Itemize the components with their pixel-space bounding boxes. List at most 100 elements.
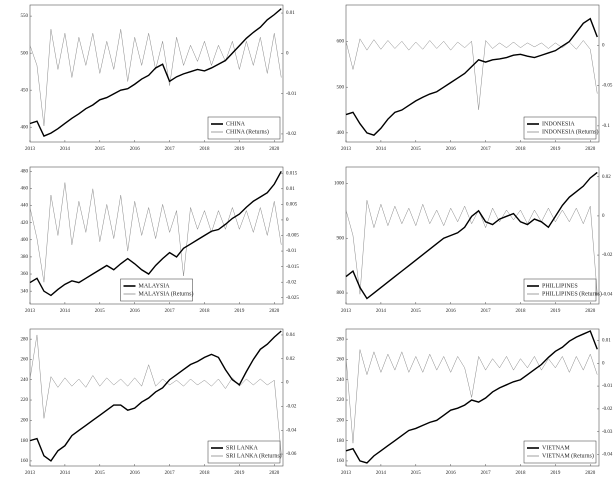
legend-label: MALAYSIA — [139, 283, 171, 289]
y2-tick-label: 0.02 — [286, 357, 295, 362]
legend-label: VIETNAM (Returns) — [542, 452, 594, 459]
x-tick-label: 2013 — [25, 471, 36, 476]
x-tick-label: 2019 — [550, 309, 561, 314]
y2-tick-label: -0.04 — [286, 428, 297, 433]
x-tick-label: 2018 — [199, 471, 210, 476]
x-tick-label: 2020 — [269, 309, 280, 314]
y2-tick-label: -0.02 — [602, 253, 613, 258]
x-tick-label: 2020 — [269, 147, 280, 152]
y-tick-label: 220 — [337, 398, 345, 403]
y2-tick-label: 0.005 — [286, 203, 298, 208]
returns-line — [29, 182, 282, 283]
x-tick-label: 2017 — [481, 309, 492, 314]
y-tick-label: 180 — [337, 439, 345, 444]
legend-box — [120, 278, 193, 302]
x-tick-label: 2014 — [376, 147, 387, 152]
y-tick-label: 460 — [21, 187, 29, 192]
x-tick-label: 2016 — [130, 309, 141, 314]
returns-line — [345, 38, 598, 110]
price-line — [29, 170, 282, 297]
y2-tick-label: -0.025 — [286, 296, 299, 301]
legend-label: INDONESIA — [542, 121, 575, 127]
y-tick-label: 280 — [337, 337, 345, 342]
x-tick-label: 2013 — [25, 147, 36, 152]
y2-tick-label: -0.02 — [286, 132, 297, 137]
y2-tick-label: -0.01 — [602, 384, 613, 389]
y2-tick-label: -0.04 — [602, 453, 613, 458]
y2-tick-label: -0.005 — [286, 234, 299, 239]
x-tick-label: 2013 — [341, 471, 352, 476]
y-tick-label: 360 — [21, 272, 29, 277]
x-tick-label: 2016 — [130, 147, 141, 152]
y2-tick-label: 0.01 — [286, 11, 295, 16]
y2-tick-label: -0.02 — [286, 405, 297, 410]
y-tick-label: 280 — [21, 337, 29, 342]
y2-tick-label: -0.06 — [286, 452, 297, 457]
price-line — [29, 8, 282, 137]
y2-tick-label: 0 — [286, 218, 289, 223]
x-tick-label: 2017 — [165, 471, 176, 476]
y2-tick-label: -0.05 — [602, 84, 613, 89]
legend-label: SRI LANKA — [226, 445, 259, 451]
price-line — [345, 17, 598, 136]
y-tick-label: 440 — [21, 204, 29, 209]
y-tick-label: 400 — [21, 125, 29, 130]
x-tick-label: 2014 — [60, 309, 71, 314]
returns-line — [345, 200, 598, 295]
legend-box — [523, 116, 597, 140]
y-tick-label: 180 — [21, 439, 29, 444]
legend-box — [523, 278, 597, 302]
legend-box — [207, 116, 281, 140]
x-tick-label: 2020 — [269, 471, 280, 476]
y-tick-label: 200 — [21, 418, 29, 423]
legend-box — [207, 440, 281, 464]
x-tick-label: 2020 — [585, 147, 596, 152]
x-tick-label: 2018 — [199, 147, 210, 152]
legend-label: INDONESIA (Returns) — [542, 128, 599, 135]
y-tick-label: 600 — [337, 40, 345, 45]
y2-tick-label: -0.1 — [602, 124, 610, 129]
returns-line — [29, 29, 282, 126]
y2-tick-label: 0.01 — [286, 187, 295, 192]
x-tick-label: 2019 — [550, 471, 561, 476]
x-tick-label: 2015 — [95, 471, 106, 476]
y-tick-label: 500 — [21, 51, 29, 56]
x-tick-label: 2017 — [481, 471, 492, 476]
x-tick-label: 2015 — [411, 309, 422, 314]
x-tick-label: 2018 — [515, 147, 526, 152]
y-tick-label: 480 — [21, 169, 29, 174]
y2-tick-label: 0.015 — [286, 171, 298, 176]
x-tick-label: 2018 — [199, 309, 210, 314]
y2-tick-label: -0.03 — [602, 430, 613, 435]
x-tick-label: 2018 — [515, 471, 526, 476]
y2-tick-label: -0.015 — [286, 265, 299, 270]
x-tick-label: 2017 — [481, 147, 492, 152]
y2-tick-label: -0.01 — [286, 92, 297, 97]
legend-label: PHILLIPINES — [542, 283, 578, 289]
legend-box — [523, 440, 597, 464]
legend-label: MALAYSIA (Returns) — [139, 290, 194, 297]
y2-tick-label: 0 — [602, 43, 605, 48]
x-tick-label: 2014 — [376, 309, 387, 314]
y2-tick-label: 0 — [286, 381, 289, 386]
y-tick-label: 400 — [21, 238, 29, 243]
x-tick-label: 2016 — [130, 471, 141, 476]
y-tick-label: 800 — [337, 291, 345, 296]
x-tick-label: 2019 — [550, 147, 561, 152]
y2-tick-label: -0.01 — [286, 249, 297, 254]
y2-tick-label: -0.02 — [286, 280, 297, 285]
x-tick-label: 2014 — [376, 471, 387, 476]
y2-tick-label: 0.04 — [286, 333, 295, 338]
y-tick-label: 260 — [337, 358, 345, 363]
y2-tick-label: 0 — [602, 361, 605, 366]
x-tick-label: 2015 — [411, 147, 422, 152]
y-tick-label: 240 — [21, 378, 29, 383]
y-tick-label: 450 — [21, 88, 29, 93]
y-tick-label: 160 — [21, 459, 29, 464]
x-tick-label: 2020 — [585, 309, 596, 314]
legend-label: CHINA — [226, 121, 246, 127]
x-tick-label: 2018 — [515, 309, 526, 314]
y2-tick-label: -0.02 — [602, 407, 613, 412]
y-tick-label: 400 — [337, 131, 345, 136]
